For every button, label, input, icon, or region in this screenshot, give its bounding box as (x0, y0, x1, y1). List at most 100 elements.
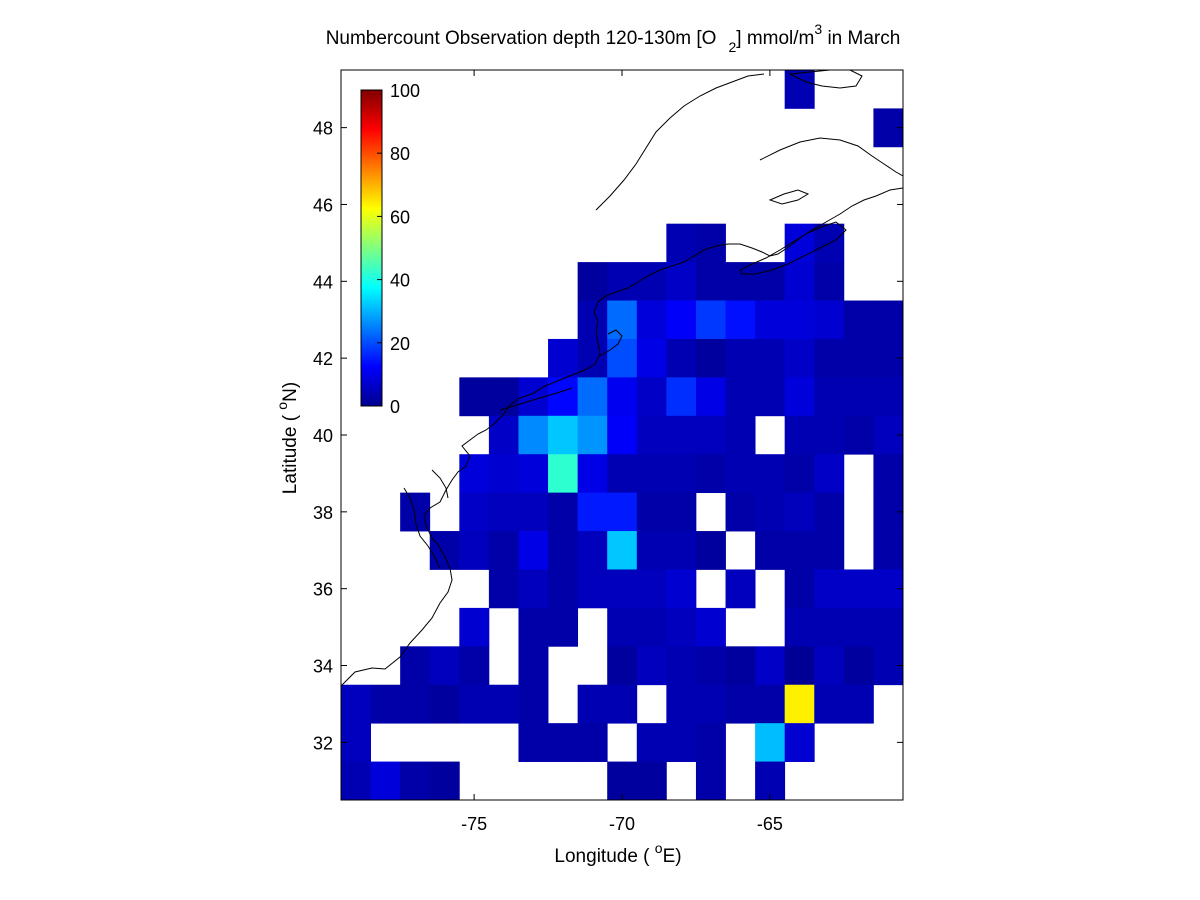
heatmap-cell (873, 300, 903, 340)
heatmap-cell (814, 454, 845, 494)
heatmap-cell (518, 569, 549, 609)
heatmap-cell (784, 300, 815, 340)
y-axis-ticks: 32 34 36 38 40 42 44 46 48 (313, 119, 903, 753)
heatmap-cell (548, 531, 579, 570)
heatmap-cell (843, 646, 874, 686)
heatmap-cell (459, 607, 490, 647)
heatmap-cell (843, 569, 874, 609)
heatmap-cell (784, 338, 815, 378)
coastline-chesapeake (403, 487, 441, 569)
heatmap-cell (488, 531, 519, 570)
colorbar-tick-label: 100 (390, 81, 420, 101)
heatmap-cell (755, 377, 786, 417)
heatmap-cell (518, 684, 549, 724)
x-tick-label: -65 (757, 814, 783, 834)
heatmap-cell (577, 454, 608, 494)
heatmap-cell (814, 607, 845, 647)
heatmap-cell (607, 569, 638, 609)
heatmap-cell (695, 723, 726, 762)
heatmap-cell (607, 492, 638, 532)
coastline-newfoundland (788, 70, 863, 89)
heatmap-cell (695, 684, 726, 724)
heatmap-cell (666, 338, 697, 378)
heatmap-cell (488, 492, 519, 532)
heatmap-cell (695, 531, 726, 570)
heatmap-cell (459, 454, 490, 494)
heatmap-cell (695, 454, 726, 494)
heatmap-cell (666, 569, 697, 609)
heatmap-cell (636, 531, 667, 570)
heatmap-cell (695, 223, 726, 263)
heatmap-cell (459, 531, 490, 570)
heatmap-cell (725, 300, 756, 340)
coastline-us-east (341, 187, 903, 687)
x-axis-label: Longitude ( oE) (554, 840, 681, 867)
heatmap-cell (666, 415, 697, 455)
heatmap-cell (784, 262, 815, 301)
colorbar-ticks: 0 20 40 60 80 100 (377, 81, 420, 417)
heatmap-cell (636, 300, 667, 340)
coastline-cape-cod (599, 329, 623, 357)
heatmap-cell (666, 300, 697, 340)
heatmap-cell (636, 377, 667, 417)
heatmap-cell (784, 454, 815, 494)
heatmap-cell (755, 531, 786, 570)
coastline-long-island (499, 387, 573, 411)
heatmap-cell (607, 761, 638, 800)
heatmap-cell (577, 377, 608, 417)
heatmap-cell (784, 723, 815, 762)
heatmap-cell (548, 569, 579, 609)
heatmap-cell (636, 761, 667, 800)
heatmap-cell (784, 223, 815, 263)
heatmap-cell (814, 338, 845, 378)
y-tick-label: 36 (313, 580, 333, 600)
y-axis-label: Latitude ( oN) (274, 382, 301, 494)
heatmap-cell (636, 262, 667, 301)
heatmap-cell (607, 684, 638, 724)
heatmap-cell (784, 415, 815, 455)
heatmap-cell (341, 684, 371, 724)
colorbar-tick-label: 40 (390, 271, 410, 291)
heatmap-cell (755, 338, 786, 378)
coastline-delaware-bay (431, 469, 449, 499)
heatmap-cell (459, 492, 490, 532)
heatmap-cell (666, 454, 697, 494)
heatmap-cell (814, 300, 845, 340)
heatmap-cell (636, 492, 667, 532)
coastline-gulf-st-lawrence (759, 137, 903, 177)
heatmap-cell (636, 338, 667, 378)
colorbar-tick-label: 60 (390, 207, 410, 227)
heatmap-cell (429, 684, 460, 724)
heatmap-cell (607, 377, 638, 417)
heatmap-cell (843, 300, 874, 340)
heatmap-cell (548, 338, 579, 378)
heatmap-cell (695, 761, 726, 800)
heatmap-cell (488, 377, 519, 417)
heatmap-cell (695, 338, 726, 378)
heatmap-cell (784, 569, 815, 609)
heatmap-cell (548, 492, 579, 532)
heatmap-cell (755, 262, 786, 301)
heatmap-cells (341, 70, 903, 800)
heatmap-cell (636, 569, 667, 609)
heatmap-cell (666, 646, 697, 686)
heatmap-cell (577, 300, 608, 340)
x-tick-label: -75 (461, 814, 487, 834)
heatmap-cell (725, 492, 756, 532)
heatmap-cell (725, 377, 756, 417)
heatmap-cell (518, 492, 549, 532)
heatmap-cell (666, 723, 697, 762)
heatmap-cell (843, 607, 874, 647)
heatmap-cell (814, 646, 845, 686)
heatmap-cell (755, 684, 786, 724)
heatmap-cell (695, 646, 726, 686)
coastline (341, 70, 903, 687)
heatmap-cell (814, 492, 845, 532)
heatmap-cell (518, 454, 549, 494)
heatmap-cell (695, 262, 726, 301)
heatmap-cell (784, 684, 815, 724)
y-tick-label: 32 (313, 733, 333, 753)
heatmap-cell (577, 338, 608, 378)
y-tick-label: 46 (313, 195, 333, 215)
heatmap-cell (577, 415, 608, 455)
